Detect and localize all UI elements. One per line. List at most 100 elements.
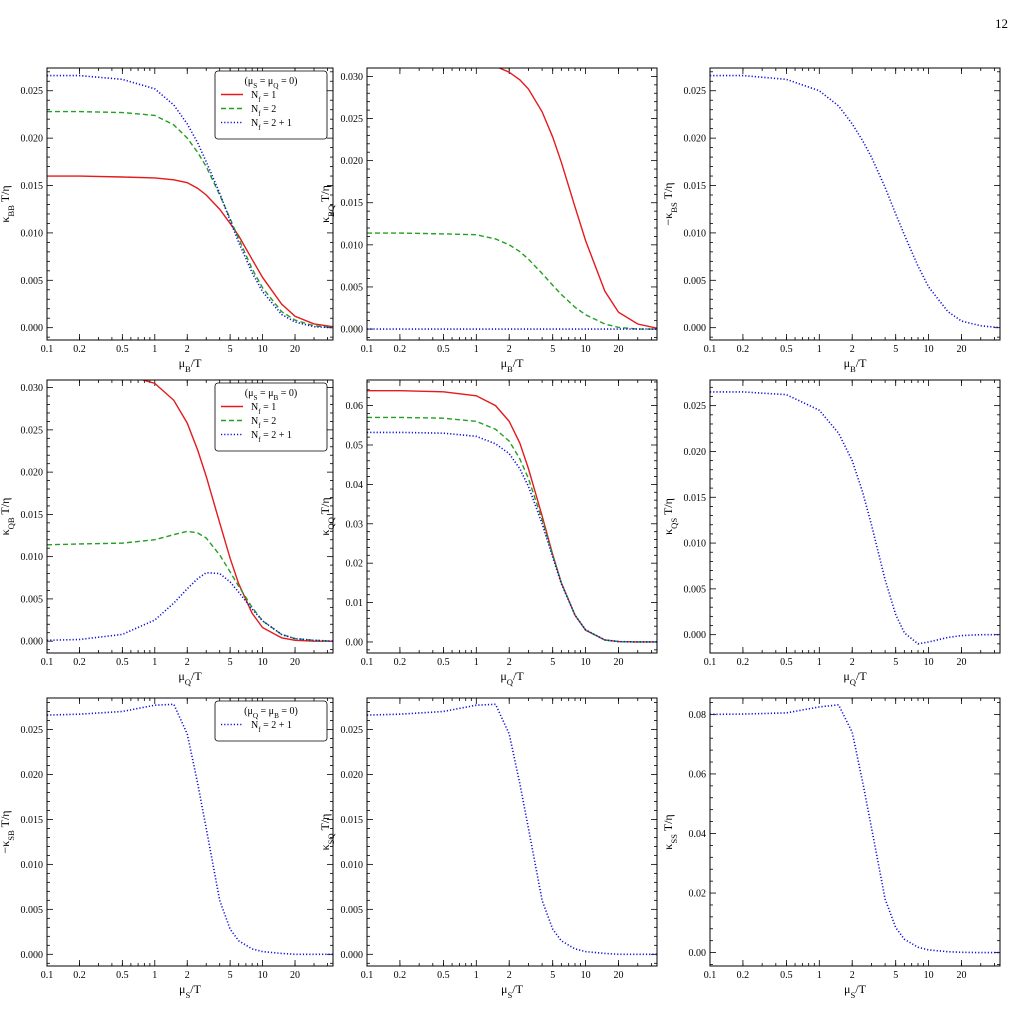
y-axis-label: κQS T/η [661, 498, 679, 535]
x-axis-label-part: S [507, 990, 512, 1000]
x-tick-label: 5 [550, 970, 555, 981]
series-line [367, 416, 657, 643]
y-tick-label: 0.000 [341, 950, 364, 961]
y-axis-label-part: QS [669, 518, 679, 529]
x-tick-label: 0.1 [41, 344, 54, 355]
y-tick-label: 0.020 [341, 156, 364, 167]
x-tick-label: 0.2 [394, 657, 407, 668]
x-tick-label: 2 [850, 657, 855, 668]
plot-frame [366, 67, 658, 341]
x-tick-label: 1 [152, 970, 157, 981]
y-tick-label: 0.005 [684, 584, 707, 595]
y-axis-label-part: T/η [0, 185, 12, 205]
x-axis-label-part: μ [179, 982, 185, 996]
plot-frame [366, 379, 658, 654]
x-tick-label: 2 [185, 344, 190, 355]
panel: 0.1 0.2 0.5 1 2 5 10 20 0.000 0.005 0.010 0.015 0.02… [0, 379, 334, 687]
y-tick-label: 0.000 [21, 323, 44, 334]
x-tick-label: 1 [474, 657, 479, 668]
plot-frame [709, 67, 1001, 341]
legend-label: Nf = 2 + 1 [251, 720, 292, 734]
y-tick-label: 0.025 [21, 86, 44, 97]
legend-label-part: N [251, 90, 258, 101]
y-axis-label-part: T/η [0, 810, 12, 830]
y-tick-label: 0.06 [346, 401, 364, 412]
plot-frame [46, 697, 334, 967]
y-axis-label-part: BQ [326, 204, 336, 217]
x-tick-label: 10 [581, 970, 591, 981]
x-tick-label: 10 [258, 970, 268, 981]
x-tick-label: 2 [185, 970, 190, 981]
panel: 0.1 0.2 0.5 1 2 5 10 20 0.00 0.02 0.04 0.06 0.08 μS/T… [661, 697, 1001, 1000]
legend-label: Nf = 2 + 1 [251, 118, 292, 132]
plot-frame [46, 67, 334, 341]
x-axis-label: μS/T [179, 982, 202, 1000]
x-tick-label: 0.2 [73, 970, 86, 981]
x-tick-label: 10 [581, 657, 591, 668]
x-tick-label: 2 [507, 344, 512, 355]
legend-label: Nf = 1 [251, 90, 276, 104]
legend-title: (μS = μQ = 0) [245, 76, 298, 90]
legend-label-part: N [251, 720, 258, 731]
legend-label-part: f [258, 436, 261, 444]
x-tick-label: 5 [893, 344, 898, 355]
y-tick-label: 0.010 [341, 240, 364, 251]
y-axis-label-part: κ [661, 844, 675, 850]
legend-label-part: f [258, 422, 261, 430]
y-tick-label: 0.025 [341, 114, 364, 125]
x-tick-label: 1 [152, 344, 157, 355]
x-axis-label-part: μ [844, 356, 850, 370]
x-axis-label-part: Q [507, 677, 514, 687]
x-tick-label: 0.5 [780, 657, 793, 668]
y-axis-label: κBB T/η [0, 185, 16, 222]
x-tick-label: 10 [924, 970, 934, 981]
y-tick-label: 0.015 [684, 493, 707, 504]
x-tick-label: 0.5 [116, 344, 129, 355]
y-axis-label-part: κ [661, 529, 675, 535]
y-tick-label: 0.000 [684, 630, 707, 641]
y-axis-label: κQB T/η [0, 498, 16, 536]
x-axis-label-part: μ [501, 356, 507, 370]
y-axis-label-part: κ [318, 217, 332, 223]
y-axis-label-part: T/η [661, 182, 675, 202]
legend-label-part: = 2 + 1 [261, 118, 292, 129]
x-tick-label: 0.2 [394, 970, 407, 981]
y-tick-label: 0.020 [341, 770, 364, 781]
x-axis-label-part: /T [513, 669, 524, 683]
legend-label-part: = 1 [261, 402, 277, 413]
legend-label-part: f [258, 96, 261, 104]
x-tick-label: 10 [258, 657, 268, 668]
y-axis-label-part: −κ [661, 213, 675, 226]
panel: 0.1 0.2 0.5 1 2 5 10 20 0.000 0.005 0.010 0.015 0.02… [318, 67, 658, 374]
y-tick-label: 0.015 [684, 181, 707, 192]
x-axis-label-part: /T [513, 356, 524, 370]
legend-title: (μS = μB = 0) [245, 388, 298, 402]
y-axis-label-part: κ [0, 529, 12, 535]
legend-title: (μQ = μB = 0) [244, 706, 298, 720]
x-axis-label-part: μ [844, 982, 850, 996]
y-tick-label: 0.025 [684, 401, 707, 412]
y-axis-label: κQQ T/η [318, 497, 336, 535]
x-axis-label-part: /T [856, 356, 867, 370]
x-axis-label-part: B [185, 364, 191, 374]
y-tick-label: 0.03 [346, 519, 364, 530]
legend-box [214, 70, 328, 140]
x-tick-label: 5 [228, 344, 233, 355]
y-tick-label: 0.005 [684, 276, 707, 287]
legend: (μS = μB = 0)Nf = 1Nf = 2Nf = 2 + 1 [214, 382, 328, 452]
y-axis-label-part: T/η [0, 498, 12, 518]
legend-title-part: Q [273, 82, 279, 90]
x-axis-label-part: S [185, 990, 190, 1000]
x-tick-label: 0.1 [704, 970, 717, 981]
legend-title-part: = 0) [279, 706, 298, 717]
legend-label-part: N [251, 118, 258, 129]
x-tick-label: 20 [290, 344, 300, 355]
x-tick-label: 1 [474, 344, 479, 355]
x-tick-label: 0.1 [704, 657, 717, 668]
panel: 0.1 0.2 0.5 1 2 5 10 20 0.00 0.01 0.02 0.03 0.04 0.05… [318, 379, 658, 687]
y-axis-label-part: T/η [661, 814, 675, 834]
x-axis-label: μB/T [179, 356, 203, 374]
series-line [710, 74, 1000, 329]
y-axis-label: κSS T/η [661, 814, 679, 849]
x-axis-label-part: /T [191, 356, 202, 370]
